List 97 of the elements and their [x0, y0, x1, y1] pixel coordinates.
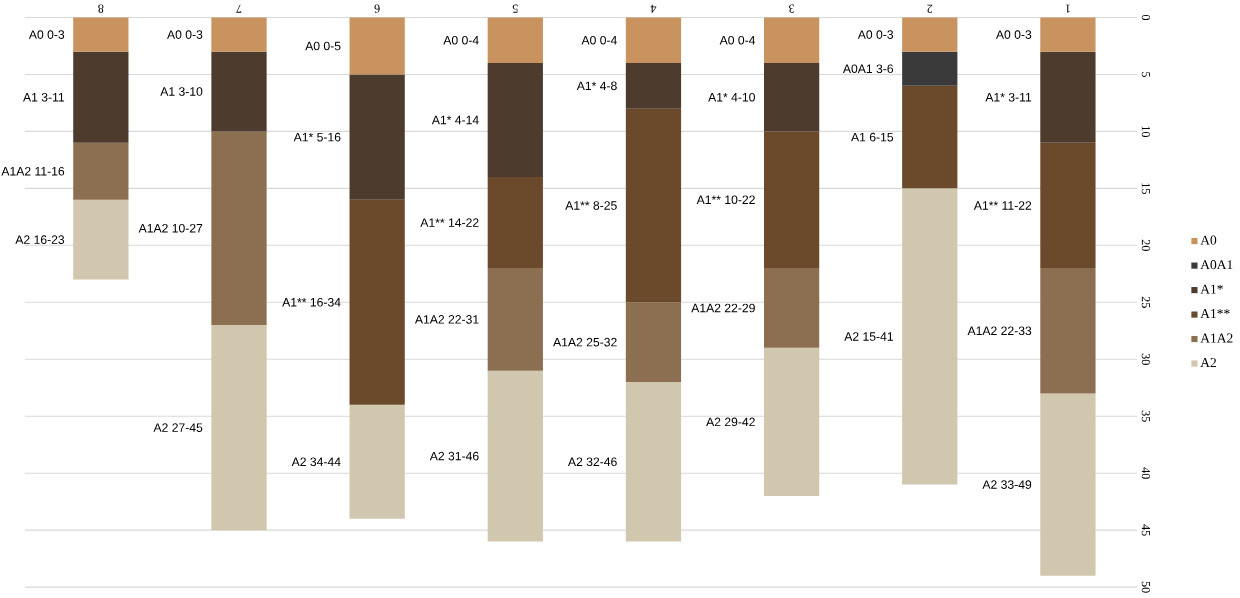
- legend-label: A2: [1200, 358, 1216, 368]
- y-tick-label: 10: [1141, 126, 1150, 138]
- annotation: A1* 5-16: [293, 132, 341, 142]
- annotation: A1** 14-22: [420, 218, 479, 227]
- y-tick-label: 25: [1141, 296, 1150, 309]
- annotation: A1 3-11: [23, 93, 65, 102]
- x-tick-label: 5: [512, 4, 518, 13]
- y-tick-label: 50: [1141, 581, 1150, 593]
- annotation: A2 34-44: [291, 457, 341, 467]
- bar: [487, 268, 543, 371]
- bar: [763, 17, 820, 64]
- bar: [902, 188, 958, 485]
- annotation: A0A1 3-6: [842, 64, 894, 74]
- bar: [211, 51, 267, 132]
- bar: [902, 51, 958, 86]
- bar: [625, 63, 682, 109]
- annotation: A0 0-3: [857, 30, 894, 40]
- annotation: A2 29-42: [706, 417, 755, 427]
- annotation: A2 33-49: [982, 480, 1032, 490]
- bar: [487, 17, 543, 64]
- x-tick-label: 1: [1065, 4, 1070, 13]
- legend-label: A1A2: [1200, 333, 1233, 343]
- bar: [487, 370, 543, 542]
- bar: [763, 348, 820, 497]
- bar: [487, 63, 543, 178]
- annotation: A0 0-3: [28, 30, 65, 40]
- bar: [73, 17, 129, 52]
- x-tick-label: 2: [927, 4, 933, 13]
- bar: [625, 302, 682, 383]
- bar: [625, 108, 682, 303]
- bar: [211, 131, 267, 326]
- annotation: A1A2 22-31: [414, 315, 479, 324]
- annotation: A1** 10-22: [696, 195, 755, 205]
- annotation: A0 0-4: [719, 36, 756, 45]
- bar: [1040, 393, 1096, 576]
- legend-label: A0: [1200, 235, 1217, 245]
- bar: [73, 142, 129, 200]
- x-tick-label: 7: [236, 4, 242, 13]
- x-tick-label: 6: [374, 4, 380, 13]
- y-tick-label: 5: [1141, 72, 1150, 78]
- annotation: A1** 8-25: [565, 201, 617, 210]
- bar: [763, 131, 820, 269]
- bar: [1040, 17, 1096, 52]
- annotation: A2 32-46: [567, 457, 617, 467]
- x-tick-label: 4: [650, 4, 657, 13]
- y-tick-label: 20: [1141, 239, 1150, 252]
- bar: [73, 199, 129, 280]
- annotation: A2 16-23: [15, 235, 65, 245]
- annotation: A1A2 25-32: [553, 338, 617, 347]
- legend-label: A0A1: [1200, 260, 1233, 270]
- y-tick-label: 15: [1141, 183, 1150, 195]
- annotation: A0 0-3: [995, 30, 1032, 40]
- bar: [763, 63, 820, 132]
- annotation: A1A2 11-16: [1, 167, 65, 176]
- bar: [349, 74, 405, 200]
- annotation: A1 3-10: [160, 87, 203, 97]
- annotation: A1A2 22-29: [691, 303, 755, 313]
- annotation: A1** 16-34: [282, 298, 341, 307]
- bar: [1040, 51, 1096, 143]
- bar: [349, 404, 405, 519]
- bar: [902, 86, 958, 189]
- annotation: A0 0-3: [167, 30, 203, 40]
- bar: [349, 17, 405, 75]
- annotation: A1A2 22-33: [967, 326, 1032, 336]
- bar: [73, 51, 129, 143]
- bar: [211, 17, 267, 52]
- y-tick-label: 35: [1141, 410, 1150, 422]
- annotation: A1* 4-14: [431, 115, 479, 125]
- bar: [1040, 142, 1096, 269]
- legend-label: A1*: [1200, 284, 1223, 294]
- annotation: A1 6-15: [851, 132, 894, 142]
- y-tick-label: 30: [1141, 353, 1150, 366]
- y-tick-label: 45: [1141, 524, 1150, 536]
- y-tick-label: 40: [1141, 467, 1150, 479]
- annotation: A2 31-46: [429, 451, 479, 461]
- x-tick-label: 8: [98, 4, 104, 13]
- annotation: A0 0-5: [305, 41, 341, 51]
- bar: [349, 199, 405, 405]
- bar: [487, 177, 543, 269]
- bar: [625, 17, 682, 64]
- annotation: A1A2 10-27: [138, 224, 203, 233]
- bar: [211, 325, 267, 531]
- annotation: A2 27-45: [153, 423, 203, 433]
- legend-label: A1**: [1200, 309, 1230, 319]
- annotation: A1* 3-11: [985, 93, 1032, 102]
- annotation: A1** 11-22: [973, 201, 1032, 210]
- annotation: A1* 4-10: [708, 93, 755, 102]
- annotation: A1* 4-8: [576, 81, 617, 91]
- bar: [1040, 268, 1096, 394]
- annotation: A0 0-4: [443, 36, 479, 45]
- y-tick-label: 0: [1141, 15, 1150, 21]
- annotation: A2 15-41: [844, 332, 893, 341]
- bar: [902, 17, 958, 52]
- bar: [763, 268, 820, 349]
- annotation: A0 0-4: [581, 36, 617, 45]
- x-tick-label: 3: [789, 4, 795, 13]
- bar: [625, 382, 682, 542]
